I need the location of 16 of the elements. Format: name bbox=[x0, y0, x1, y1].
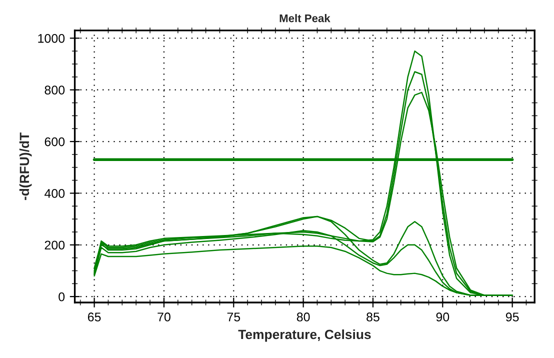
x-tick-label: 95 bbox=[506, 312, 519, 322]
y-tick-label: 1000 bbox=[38, 34, 65, 43]
x-tick-label: 65 bbox=[88, 312, 101, 322]
x-tick-label: 85 bbox=[366, 312, 380, 322]
y-tick-label: 800 bbox=[44, 86, 65, 95]
x-tick-label: 75 bbox=[227, 312, 240, 322]
y-axis-title: -d(RFU)/dT bbox=[19, 132, 32, 200]
x-tick-label: 80 bbox=[296, 312, 310, 322]
chart-title: Melt Peak bbox=[280, 14, 330, 22]
x-axis-title: Temperature, Celsius bbox=[238, 329, 371, 342]
x-tick-label: 70 bbox=[158, 312, 170, 322]
x-tick-label: 90 bbox=[436, 312, 450, 322]
y-tick-label: 400 bbox=[44, 189, 65, 198]
y-tick-label: 200 bbox=[44, 240, 65, 250]
y-tick-label: 600 bbox=[44, 137, 65, 146]
y-tick-label: 0 bbox=[58, 292, 65, 302]
